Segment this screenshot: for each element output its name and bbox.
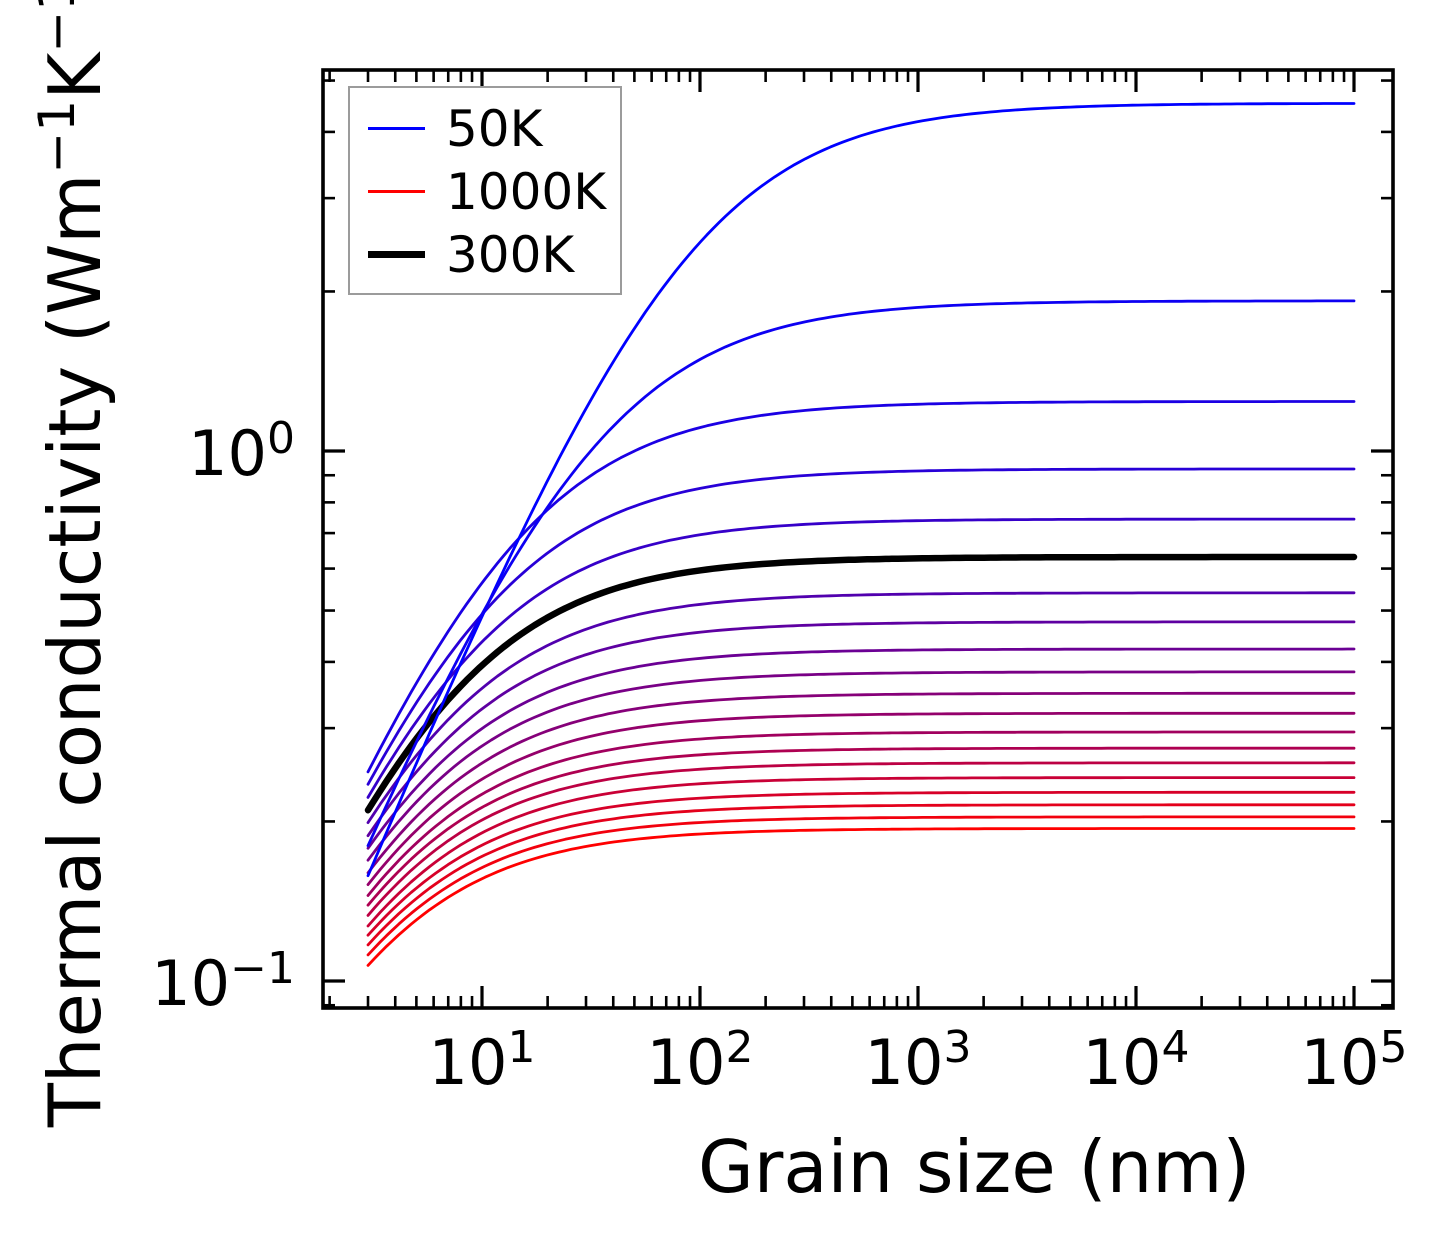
y-tick-label-10e−1: 10−1 bbox=[151, 943, 295, 1020]
ylabel-exponent: −1 bbox=[28, 99, 86, 174]
x-tick-label-10e5: 105 bbox=[1300, 1022, 1408, 1099]
curve-350K bbox=[366, 591, 1356, 824]
curve-550K bbox=[366, 691, 1356, 875]
curve-150K bbox=[366, 400, 1356, 774]
curve-250K bbox=[366, 517, 1356, 799]
curve-650K bbox=[366, 730, 1356, 897]
curve-900K bbox=[366, 803, 1356, 947]
curve-600K bbox=[366, 711, 1356, 886]
curve-400K bbox=[366, 620, 1356, 838]
curves-group bbox=[364, 102, 1358, 967]
legend-label: 300K bbox=[446, 225, 575, 284]
curve-750K bbox=[366, 761, 1356, 917]
ylabel-exponent: −1 bbox=[28, 0, 86, 53]
x-tick-label-10e4: 104 bbox=[1082, 1022, 1190, 1099]
legend-row-300K: 300K bbox=[350, 223, 620, 286]
x-tick-label-10e3: 103 bbox=[864, 1022, 972, 1099]
legend-label: 50K bbox=[446, 99, 543, 158]
curve-300K bbox=[364, 553, 1358, 814]
tick-exponent: 5 bbox=[1379, 1022, 1408, 1073]
curve-1000K bbox=[366, 827, 1356, 967]
tick-exponent: −1 bbox=[230, 943, 295, 994]
curve-800K bbox=[366, 776, 1356, 928]
curve-850K bbox=[366, 790, 1356, 937]
x-tick-label-10e1: 101 bbox=[428, 1022, 536, 1099]
x-tick-label-10e2: 102 bbox=[646, 1022, 754, 1099]
ticks-group bbox=[323, 70, 1393, 1008]
y-tick-label-10e0: 100 bbox=[188, 413, 295, 490]
tick-exponent: 2 bbox=[725, 1022, 754, 1073]
curve-100K bbox=[366, 299, 1356, 848]
legend-label: 1000K bbox=[446, 162, 607, 221]
legend-row-1000K: 1000K bbox=[350, 160, 620, 223]
legend-line-sample bbox=[368, 251, 425, 258]
tick-exponent: 4 bbox=[1161, 1022, 1190, 1073]
tick-exponent: 3 bbox=[943, 1022, 972, 1073]
tick-exponent: 1 bbox=[507, 1022, 536, 1073]
plot-frame bbox=[321, 68, 1395, 1010]
curve-200K bbox=[366, 467, 1356, 786]
curve-700K bbox=[366, 746, 1356, 907]
legend-line-sample bbox=[368, 126, 425, 131]
legend: 50K 1000K 300K bbox=[348, 86, 622, 295]
y-axis-label: Thermal conductivity (Wm−1K−1) bbox=[28, 0, 117, 1127]
curve-450K bbox=[366, 647, 1356, 850]
curve-50K bbox=[366, 102, 1356, 878]
x-axis-label: Grain size (nm) bbox=[698, 1125, 1251, 1209]
tick-exponent: 0 bbox=[267, 413, 295, 464]
legend-line-sample bbox=[368, 189, 425, 194]
legend-row-50K: 50K bbox=[350, 97, 620, 160]
curve-500K bbox=[366, 670, 1356, 862]
curve-950K bbox=[366, 815, 1356, 957]
